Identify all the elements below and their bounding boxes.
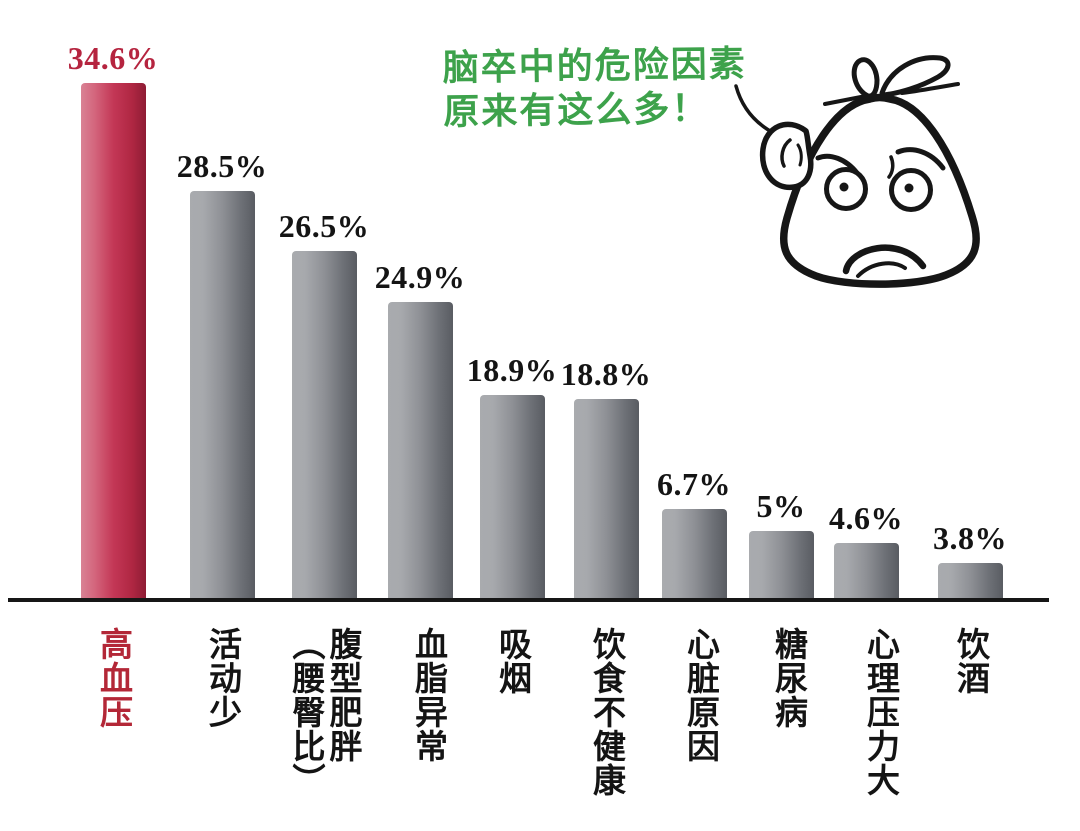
chart-title-line2: 原来有这么多！: [443, 87, 710, 133]
chart-title-line1: 脑卒中的危险因素: [442, 42, 747, 89]
bar-吸烟: [479, 395, 545, 598]
category-label-column: 心脏原因: [682, 627, 720, 763]
bar-心脏原因: [661, 509, 727, 598]
category-label-心脏原因: 心脏原因: [682, 627, 719, 763]
category-label-column: 饮食不健康: [588, 627, 626, 797]
category-label-column: 糖尿病: [770, 627, 808, 729]
mascot-left-pupil: [839, 182, 849, 192]
category-label-饮酒: 饮酒: [952, 627, 989, 695]
category-label-饮食不健康: 饮食不健康: [588, 627, 625, 797]
category-label-column: （腰臀比）: [288, 627, 325, 797]
value-label-心脏原因: 6.7%: [657, 466, 731, 502]
bar-活动少: [189, 191, 255, 598]
category-label-column: 高血压: [95, 627, 133, 729]
chart-title: 脑卒中的危险因素 原来有这么多！: [442, 42, 747, 134]
bar-腹型肥胖（腰臀比）: [291, 251, 357, 598]
category-label-column: 腹型肥胖: [324, 627, 362, 763]
category-label-column: 心理压力大: [862, 627, 900, 797]
value-label-吸烟: 18.9%: [466, 352, 558, 388]
category-label-高血压: 高血压: [95, 627, 132, 729]
value-label-饮食不健康: 18.8%: [560, 356, 652, 392]
bar-饮食不健康: [573, 399, 639, 598]
bar-饮酒: [937, 563, 1003, 598]
mascot-ear-inner-line1: [780, 138, 792, 168]
bar-高血压: [80, 83, 146, 598]
category-label-column: 吸烟: [494, 627, 532, 695]
category-label-活动少: 活动少: [204, 627, 241, 729]
value-label-活动少: 28.5%: [176, 148, 268, 184]
mascot-knot-tuft-right: [900, 82, 960, 95]
category-label-心理压力大: 心理压力大: [862, 627, 899, 797]
value-label-腹型肥胖（腰臀比）: 26.5%: [278, 208, 370, 244]
mascot-lower-lip: [856, 261, 907, 278]
mascot-knot-right-petal: [879, 55, 951, 98]
category-label-血脂异常: 血脂异常: [410, 627, 447, 763]
mascot-right-eye-crease: [887, 155, 895, 179]
category-label-腹型肥胖（腰臀比）: 腹型肥胖 （腰臀比）: [287, 627, 362, 797]
value-label-血脂异常: 24.9%: [374, 259, 466, 295]
category-label-糖尿病: 糖尿病: [770, 627, 807, 729]
mascot-right-pupil: [904, 183, 914, 193]
x-axis-line: [8, 598, 1049, 602]
category-label-吸烟: 吸烟: [494, 627, 531, 695]
bar-血脂异常: [387, 302, 453, 598]
value-label-高血压: 34.6%: [67, 40, 159, 76]
mascot-mouth: [842, 244, 927, 275]
mascot-right-eyebrow: [895, 147, 946, 171]
category-label-column: 血脂异常: [410, 627, 448, 763]
value-label-心理压力大: 4.6%: [829, 500, 903, 536]
worried-face-mascot: [734, 55, 980, 288]
mascot-knot-tuft-left: [823, 94, 868, 106]
mascot-knot-left-petal: [851, 57, 880, 99]
category-label-column: 饮酒: [952, 627, 990, 695]
mascot-head: [779, 93, 980, 288]
bar-心理压力大: [833, 543, 899, 598]
value-label-糖尿病: 5%: [756, 488, 806, 524]
mascot-ear-inner-line2: [796, 143, 803, 167]
mascot-ear: [759, 121, 814, 190]
category-label-column: 活动少: [204, 627, 242, 729]
bar-糖尿病: [748, 531, 814, 598]
value-label-饮酒: 3.8%: [933, 520, 1007, 556]
